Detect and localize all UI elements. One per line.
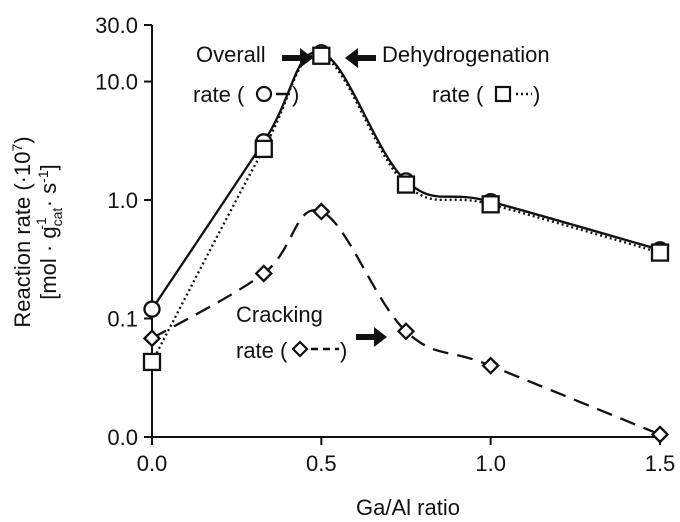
y-tick-label: 1.0 bbox=[107, 188, 138, 213]
annotation-dehydrogenation-line1: Dehydrogenation bbox=[382, 42, 550, 67]
annotation-overall-line2: rate ( bbox=[193, 82, 245, 107]
annotation-dehydrogenation-line2: rate ( bbox=[432, 82, 484, 107]
annotation-cracking-line2: rate ( bbox=[236, 338, 288, 363]
x-tick-label: 1.5 bbox=[645, 451, 676, 476]
annotation-overall-line2-end: ) bbox=[292, 82, 299, 107]
y-tick-label: 0.0 bbox=[107, 425, 138, 450]
arrow-right-icon bbox=[356, 327, 387, 347]
legend-diamond-icon bbox=[291, 340, 309, 358]
arrow-left-icon bbox=[345, 48, 376, 68]
annotation-dehydrogenation: Dehydrogenation rate ( ) bbox=[345, 42, 550, 107]
point-cracking bbox=[312, 202, 331, 221]
point-dehydrogenation bbox=[142, 352, 162, 372]
y-axis-title: Reaction rate (·107) [mol · gcat-1· s-1] bbox=[9, 136, 65, 327]
point-dehydrogenation bbox=[650, 243, 670, 262]
x-axis-title: Ga/Al ratio bbox=[356, 495, 460, 520]
point-cracking bbox=[396, 322, 416, 341]
x-tick-label: 0.5 bbox=[306, 451, 337, 476]
annotation-dehydrogenation-line2-end: ) bbox=[533, 82, 540, 107]
series-line-overall bbox=[151, 50, 661, 310]
point-dehydrogenation bbox=[312, 46, 331, 65]
legend-square-icon bbox=[494, 85, 512, 103]
axes: 0.0 0.1 1.0 10.0 30.0 0.0 0.5 1.0 1.5 bbox=[95, 13, 675, 476]
annotation-cracking-line2-end: ) bbox=[340, 338, 347, 363]
legend-circle-icon bbox=[255, 85, 273, 103]
point-dehydrogenation bbox=[254, 139, 273, 159]
annotation-cracking: Cracking rate ( ) bbox=[236, 302, 387, 363]
point-cracking bbox=[142, 329, 162, 348]
y-tick-label: 0.1 bbox=[107, 307, 138, 332]
series-line-dehydrogenation bbox=[150, 54, 661, 363]
series-line-cracking bbox=[151, 208, 661, 436]
series-markers bbox=[142, 44, 670, 444]
point-cracking bbox=[254, 264, 273, 283]
annotation-cracking-line1: Cracking bbox=[236, 302, 323, 327]
y-axis-title-line2: [mol · gcat-1· s-1] bbox=[33, 164, 65, 300]
annotation-overall: Overall rate ( ) bbox=[193, 42, 313, 107]
x-tick-label: 1.0 bbox=[475, 451, 506, 476]
series-lines bbox=[150, 50, 661, 436]
point-cracking bbox=[481, 356, 500, 375]
annotation-overall-line1: Overall bbox=[196, 42, 266, 67]
y-tick-label: 10.0 bbox=[95, 70, 138, 95]
y-axis-title-line1: Reaction rate (·107) bbox=[9, 136, 35, 327]
point-dehydrogenation bbox=[396, 175, 416, 194]
x-tick-label: 0.0 bbox=[137, 451, 168, 476]
point-dehydrogenation bbox=[481, 195, 500, 214]
y-tick-label: 30.0 bbox=[95, 13, 138, 38]
arrow-right-icon bbox=[282, 48, 313, 68]
point-overall bbox=[143, 300, 161, 318]
point-cracking bbox=[650, 425, 670, 444]
